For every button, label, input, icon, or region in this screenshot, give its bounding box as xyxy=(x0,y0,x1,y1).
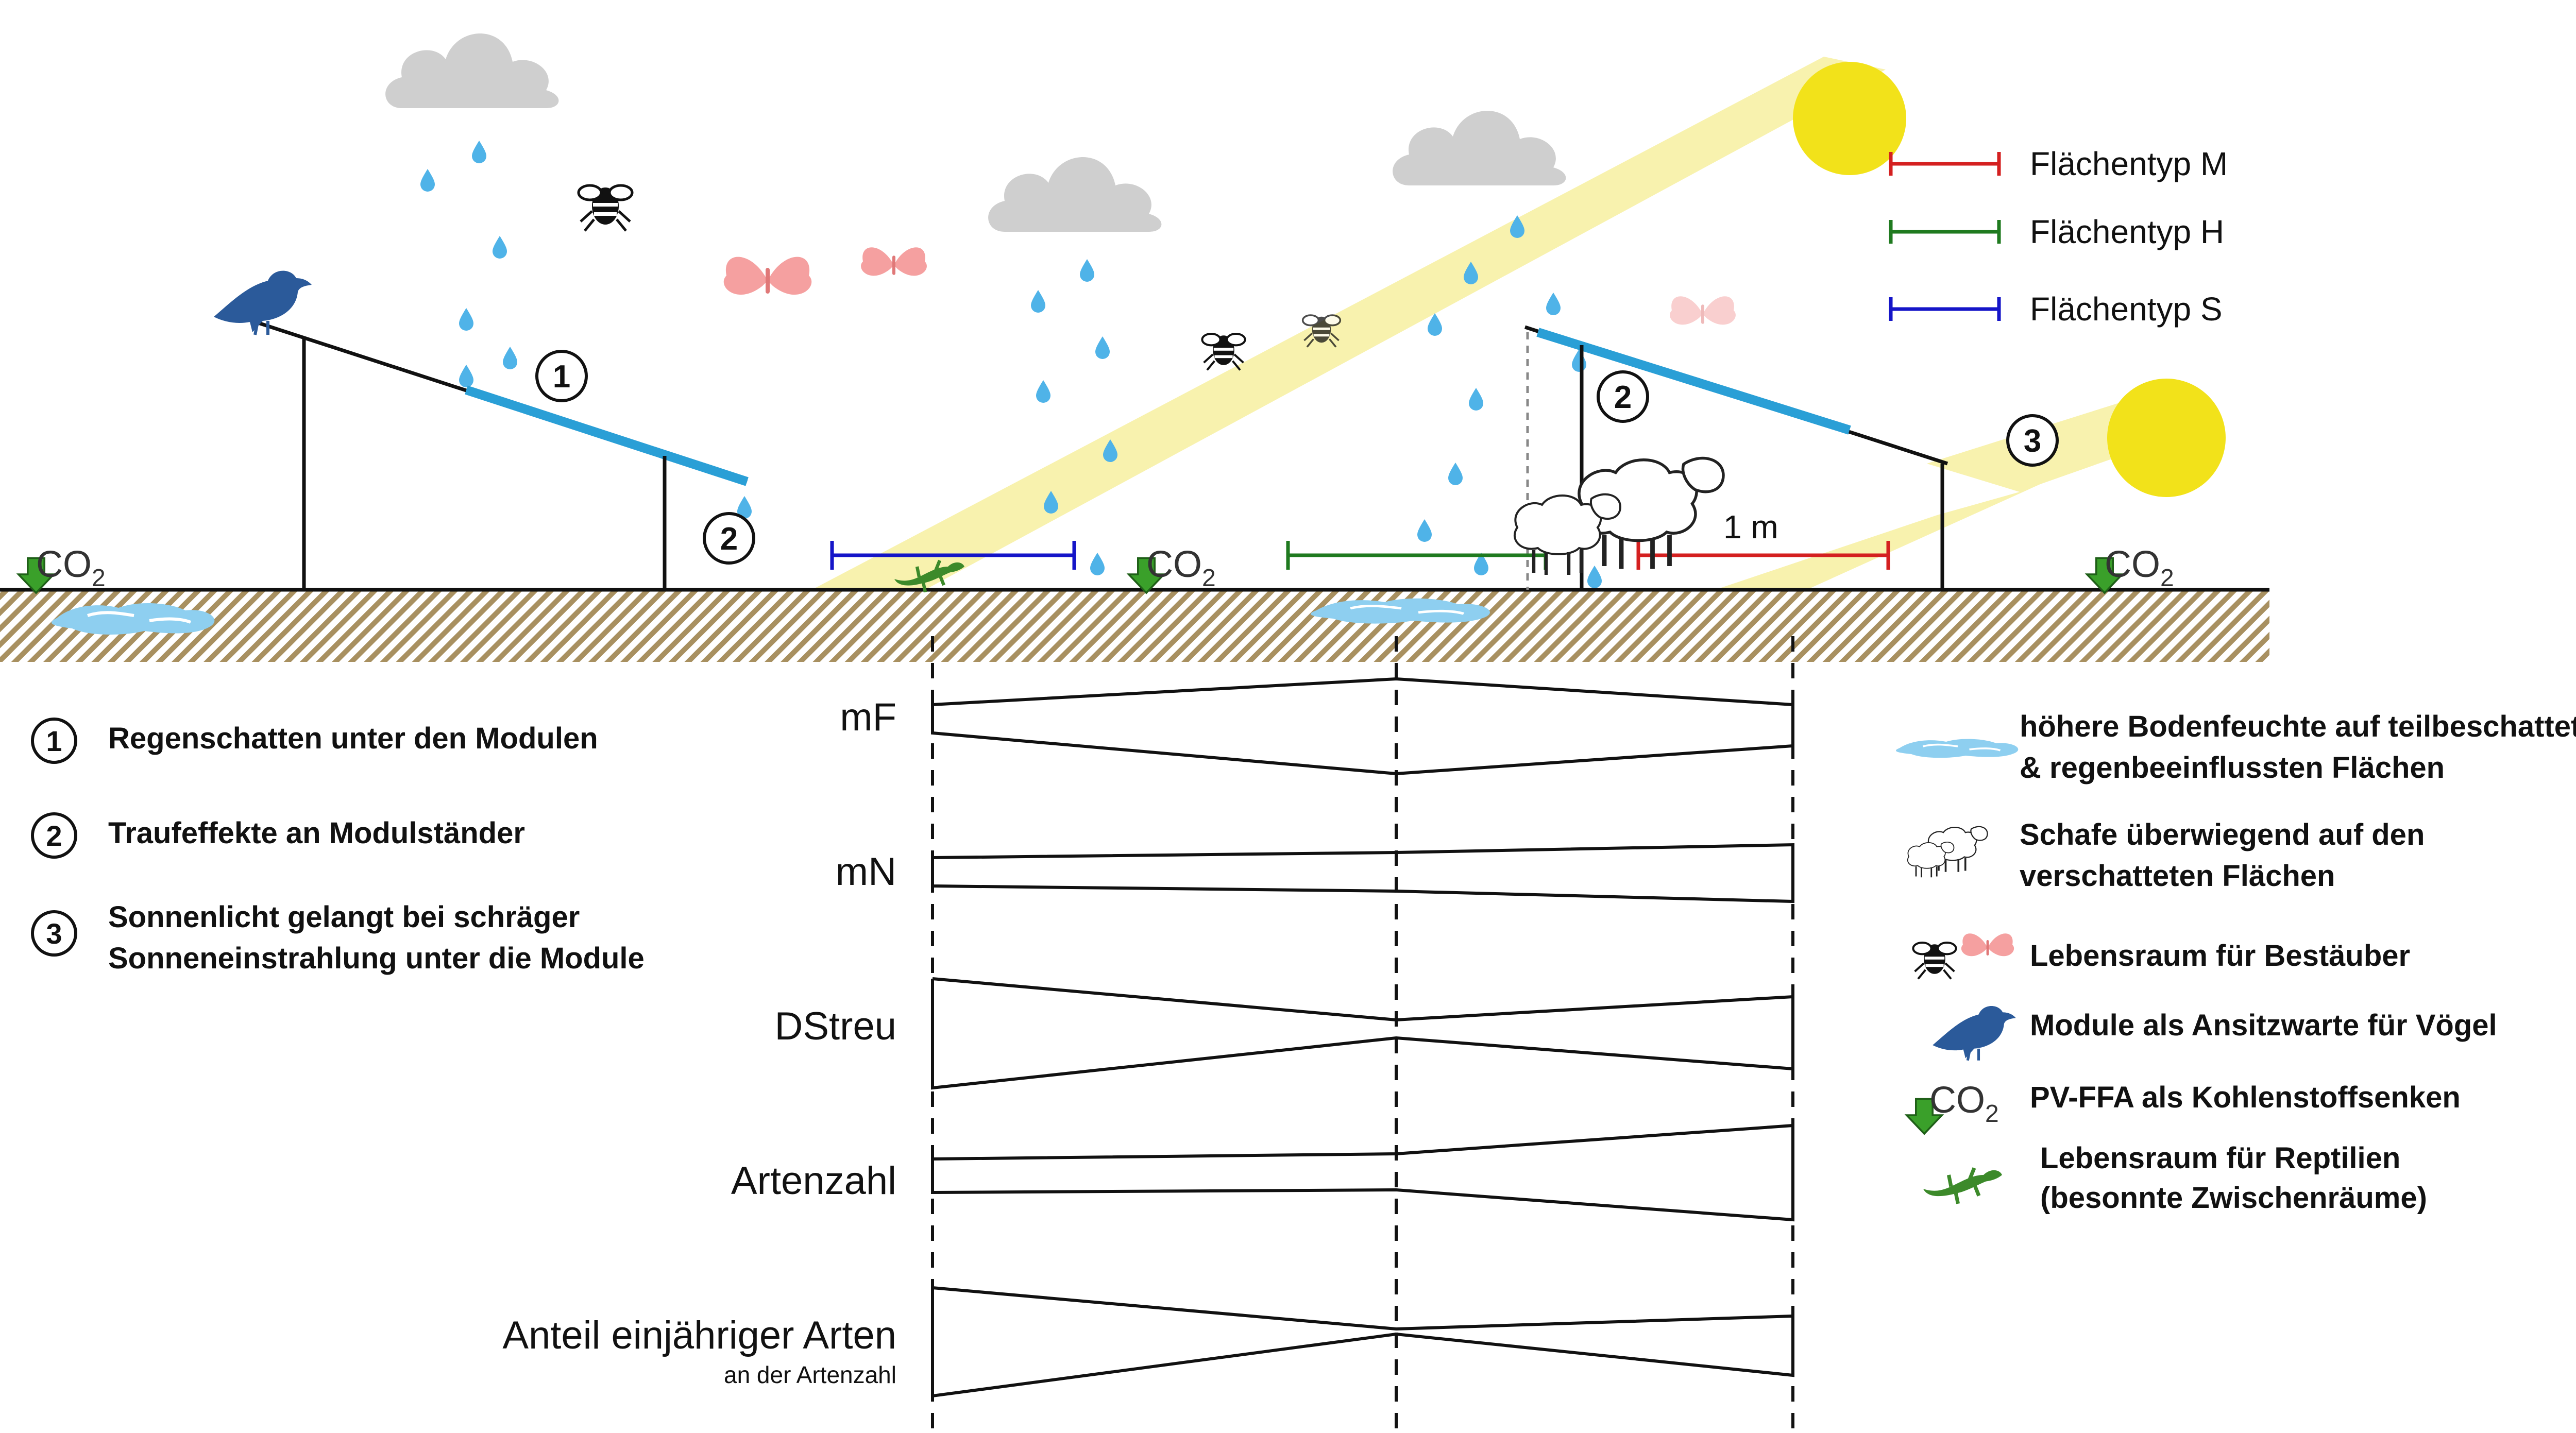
co2-sink-marker: CO2 xyxy=(2086,544,2174,594)
svg-text:CO2: CO2 xyxy=(36,544,106,592)
svg-text:Regenschatten unter den Module: Regenschatten unter den Modulen xyxy=(108,722,598,755)
svg-text:an der Artenzahl: an der Artenzahl xyxy=(724,1361,896,1388)
svg-text:1: 1 xyxy=(46,725,62,757)
legend-co2: CO2 PV-FFA als Kohlenstoffsenken xyxy=(1906,1080,2461,1135)
co2-sink-marker: CO2 xyxy=(1128,544,1216,594)
profile-mN xyxy=(931,843,1794,903)
soil-layer xyxy=(0,590,2269,662)
bee-icon xyxy=(579,185,632,231)
svg-text:2: 2 xyxy=(46,820,62,852)
svg-text:3: 3 xyxy=(46,917,62,950)
legend-surface-m: Flächentyp M xyxy=(1889,145,2228,182)
svg-text:CO2: CO2 xyxy=(1146,544,1216,592)
effect-legend-3: 3 Sonnenlicht gelangt bei schräger Sonne… xyxy=(31,900,645,975)
svg-text:Flächentyp M: Flächentyp M xyxy=(2030,145,2228,182)
pv-table-left xyxy=(246,317,749,590)
surface-type-m-marker xyxy=(1636,541,1890,570)
svg-text:1: 1 xyxy=(553,359,570,395)
effect-marker-1: 1 xyxy=(535,350,588,402)
svg-text:& regenbeeinflussten Flächen: & regenbeeinflussten Flächen xyxy=(2020,751,2445,784)
svg-text:Traufeffekte an Modulständer: Traufeffekte an Modulständer xyxy=(108,816,525,850)
legend-bird: Module als Ansitzwarte für Vögel xyxy=(1933,1006,2497,1061)
svg-text:Flächentyp H: Flächentyp H xyxy=(2030,213,2224,250)
svg-text:CO2: CO2 xyxy=(2105,544,2174,592)
sun-icon xyxy=(2107,379,2226,497)
butterfly-icon xyxy=(723,257,812,295)
rain-drops-middle xyxy=(1031,259,1117,575)
svg-text:2: 2 xyxy=(720,521,738,557)
svg-text:Module als Ansitzwarte für Vög: Module als Ansitzwarte für Vögel xyxy=(2030,1009,2497,1042)
svg-text:Schafe überwiegend auf den: Schafe überwiegend auf den xyxy=(2020,818,2425,851)
cloud-icon xyxy=(385,33,559,108)
svg-text:Anteil einjähriger Arten: Anteil einjähriger Arten xyxy=(502,1313,896,1357)
parameter-labels: mF mN DStreu Artenzahl Anteil einjährige… xyxy=(502,695,896,1388)
legend-surface-s: Flächentyp S xyxy=(1889,291,2223,328)
effect-legend-2: 2 Traufeffekte an Modulständer xyxy=(31,812,525,859)
svg-text:2: 2 xyxy=(1614,380,1632,415)
svg-text:Flächentyp S: Flächentyp S xyxy=(2030,291,2223,328)
pv-module-left xyxy=(465,385,749,486)
butterfly-icon xyxy=(1670,296,1736,325)
svg-text:Lebensraum für Bestäuber: Lebensraum für Bestäuber xyxy=(2030,939,2410,973)
svg-text:Sonneneinstrahlung unter die M: Sonneneinstrahlung unter die Module xyxy=(108,942,645,975)
pv-module-right xyxy=(1536,328,1851,435)
surface-type-h-marker xyxy=(1286,541,1548,570)
legend-sheep: Schafe überwiegend auf den verschatteten… xyxy=(1907,818,2425,893)
icon-legend: höhere Bodenfeuchte auf teilbeschatteten… xyxy=(1896,710,2576,1215)
svg-text:Lebensraum für Reptilien: Lebensraum für Reptilien xyxy=(2040,1141,2400,1175)
surface-type-s-marker xyxy=(830,541,1076,570)
effect-legend-1: 1 Regenschatten unter den Modulen xyxy=(31,718,598,764)
profile-Artenzahl xyxy=(931,1123,1794,1222)
profile-DStreu xyxy=(931,977,1794,1090)
bee-icon xyxy=(1202,334,1245,370)
svg-text:(besonnte Zwischenräume): (besonnte Zwischenräume) xyxy=(2040,1181,2427,1215)
sun-beam-right xyxy=(1710,402,2128,591)
svg-text:höhere Bodenfeuchte auf teilbe: höhere Bodenfeuchte auf teilbeschatteten xyxy=(2020,710,2576,743)
effect-marker-3: 3 xyxy=(2006,414,2059,467)
svg-text:Artenzahl: Artenzahl xyxy=(731,1159,896,1203)
distance-label: 1 m xyxy=(1723,508,1778,545)
sun-beam-left xyxy=(809,57,1886,591)
legend-lizard: Lebensraum für Reptilien (besonnte Zwisc… xyxy=(1923,1141,2427,1215)
legend-soil-moisture: höhere Bodenfeuchte auf teilbeschatteten… xyxy=(1896,710,2576,784)
svg-text:DStreu: DStreu xyxy=(774,1004,896,1048)
svg-text:PV-FFA als Kohlenstoffsenken: PV-FFA als Kohlenstoffsenken xyxy=(2030,1081,2461,1114)
svg-text:mF: mF xyxy=(840,695,896,739)
svg-text:3: 3 xyxy=(2024,423,2041,459)
numbered-effects-legend: 1 Regenschatten unter den Modulen 2 Trau… xyxy=(31,718,645,975)
sun-icon xyxy=(1793,62,1906,175)
effect-marker-2: 2 xyxy=(1597,370,1649,423)
legend-pollinator: Lebensraum für Bestäuber xyxy=(1913,933,2410,979)
cloud-icon xyxy=(988,157,1162,232)
legend-surface-h: Flächentyp H xyxy=(1889,213,2224,250)
profile-Anteil xyxy=(931,1286,1794,1398)
co2-sink-marker: CO2 xyxy=(17,544,106,594)
svg-text:mN: mN xyxy=(836,850,896,894)
svg-text:CO2: CO2 xyxy=(1929,1080,1999,1128)
butterfly-icon xyxy=(861,247,927,276)
svg-text:Sonnenlicht gelangt bei schräg: Sonnenlicht gelangt bei schräger xyxy=(108,900,580,934)
effect-marker-2: 2 xyxy=(703,512,755,565)
svg-text:verschatteten Flächen: verschatteten Flächen xyxy=(2020,859,2335,893)
profile-mF xyxy=(931,677,1794,776)
parameter-profiles xyxy=(931,677,1794,1398)
cloud-icon xyxy=(1393,111,1566,185)
surface-type-legend: Flächentyp M Flächentyp H Flächentyp S xyxy=(1889,145,2228,328)
